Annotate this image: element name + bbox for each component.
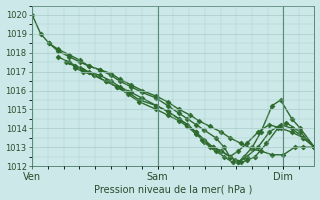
X-axis label: Pression niveau de la mer( hPa ): Pression niveau de la mer( hPa ) [94, 184, 252, 194]
